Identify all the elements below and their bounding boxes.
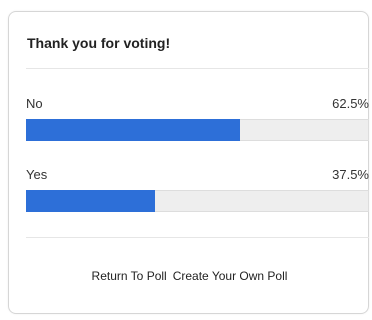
option-label-yes: Yes bbox=[26, 167, 48, 182]
return-to-poll-link[interactable]: Return To Poll bbox=[91, 269, 167, 283]
poll-results-card: Thank you for voting! No 62.5% Yes 37.5%… bbox=[8, 11, 369, 314]
result-bar-fill-no bbox=[26, 119, 241, 141]
option-label-no: No bbox=[26, 96, 43, 111]
poll-footer-links: Return To Poll Create Your Own Poll bbox=[9, 269, 370, 283]
poll-option-no: No 62.5% bbox=[26, 96, 369, 141]
divider-top bbox=[26, 68, 369, 69]
poll-results-title: Thank you for voting! bbox=[27, 35, 171, 51]
create-your-own-poll-link[interactable]: Create Your Own Poll bbox=[172, 269, 288, 283]
divider-bottom bbox=[26, 237, 369, 238]
result-bar-track-yes bbox=[26, 190, 369, 212]
result-bar-track-no bbox=[26, 119, 369, 141]
result-bar-fill-yes bbox=[26, 190, 155, 212]
option-percent-no: 62.5% bbox=[332, 96, 369, 111]
option-percent-yes: 37.5% bbox=[332, 167, 369, 182]
poll-option-yes: Yes 37.5% bbox=[26, 167, 369, 212]
